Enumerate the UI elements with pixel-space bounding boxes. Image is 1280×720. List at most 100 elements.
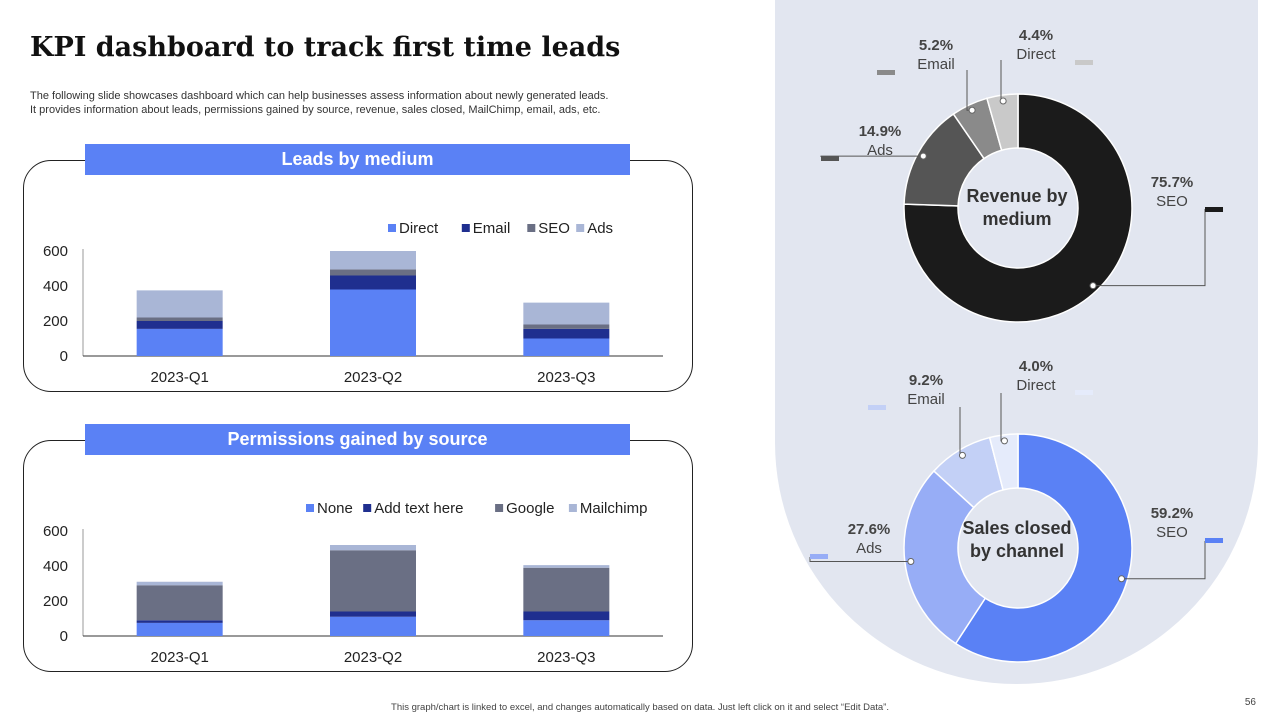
page-title: KPI dashboard to track first time leads [30,32,621,63]
legend-swatch [306,504,314,512]
callout-swatch [1075,60,1093,65]
revenue-donut-center-label: Revenue by medium [952,185,1082,231]
legend-swatch [363,504,372,512]
legend-swatch [527,224,536,232]
bar-segment-seo [523,324,610,329]
y-tick-label: 0 [60,628,68,645]
bar-segment-none [523,620,610,636]
bar-segment-google [136,585,223,621]
callout-line [1121,541,1206,580]
bar-segment-none [136,622,223,636]
donut-slice-direct [986,93,1019,152]
bar-segment-email [136,321,223,329]
footer-note: This graph/chart is linked to excel, and… [391,702,889,713]
slice-name-label: Direct [1016,46,1056,63]
callout-swatch [877,70,895,75]
callout-swatch [821,156,839,161]
slice-percent-label: 59.2% [1151,505,1194,522]
x-tick-label: 2023-Q1 [150,649,208,666]
callout-swatch [1205,207,1223,212]
legend-label: Add text here [374,500,463,517]
bar-segment-google [330,550,416,612]
subtitle-line: It provides information about leads, per… [30,104,601,116]
slice-percent-label: 75.7% [1151,174,1194,191]
legend-swatch [388,224,396,232]
donut-slice-ads [903,469,987,645]
x-tick-label: 2023-Q3 [537,649,595,666]
callout-dot [958,451,966,459]
legend-label: Email [473,220,511,237]
bar-segment-none [330,616,416,636]
legend-label: SEO [538,220,570,237]
slice-percent-label: 4.0% [1019,358,1053,375]
legend-swatch [461,224,470,232]
revenue-donut-chart: 75.7% SEO 14.9% Ads 5.2% Email 4.4% Direct [820,27,1223,323]
x-tick-label: 2023-Q2 [344,649,402,666]
donut-slice-direct [988,433,1019,491]
bar-segment-ads [330,251,416,270]
leads-chart-title: Leads by medium [85,144,630,175]
legend-swatch [576,224,585,232]
slice-percent-label: 9.2% [909,372,943,389]
page-subtitle: The following slide showcases dashboard … [30,89,690,117]
slice-percent-label: 5.2% [919,37,953,54]
x-tick-label: 2023-Q1 [150,369,208,386]
slice-name-label: SEO [1156,524,1188,541]
permissions-chart-title: Permissions gained by source [85,424,630,455]
y-tick-label: 200 [43,313,68,330]
permissions-chart: 0 200 400 600 2023-Q1 2023-Q2 2023-Q3 None Add t… [43,500,663,666]
legend-label: Google [506,500,554,517]
legend-swatch [495,504,504,512]
legend-label: None [317,500,353,517]
callout-dot [1089,282,1097,290]
y-tick-label: 400 [43,278,68,295]
bar-segment-mailchimp [136,581,223,586]
bar-segment-direct [330,289,416,356]
callout-swatch [868,405,886,410]
callout-dot [1000,437,1008,445]
bar-segment-email [523,328,610,339]
slice-name-label: Ads [856,540,882,557]
slice-percent-label: 27.6% [848,521,891,538]
center-label-line: Revenue by [966,186,1068,206]
x-tick-label: 2023-Q2 [344,369,402,386]
bar-segment-add-text-here [136,620,223,623]
bar-segment-seo [136,317,223,321]
bar-segment-email [330,275,416,290]
callout-dot [999,97,1007,105]
donut-slice-seo [903,93,1133,323]
sales-donut-chart: 59.2% SEO 27.6% Ads 9.2% Email 4.0% Direct [809,358,1223,663]
callout-dot [907,558,915,566]
center-label-line: Sales closed [962,518,1072,538]
callout-dot [919,152,927,160]
slice-name-label: Direct [1016,377,1056,394]
slice-name-label: Email [907,391,945,408]
legend-label: Direct [399,220,439,237]
callout-line [1000,393,1005,442]
sales-donut-center-label: Sales closed by channel [952,517,1082,563]
legend-label: Mailchimp [580,500,648,517]
page-number: 56 [1244,697,1256,708]
callout-dot [1118,575,1126,583]
callout-dot [968,106,976,114]
bar-segment-mailchimp [523,565,610,568]
bar-segment-direct [523,338,610,356]
callout-swatch [1075,390,1093,395]
donut-slice-seo [954,433,1133,663]
bar-segment-add-text-here [523,611,610,621]
leads-chart: 0 200 400 600 2023-Q1 2023-Q2 2023-Q3 Direct Ema… [43,220,663,386]
slice-percent-label: 4.4% [1019,27,1053,44]
bar-segment-seo [330,269,416,276]
legend-swatch [568,504,577,512]
y-tick-label: 600 [43,243,68,260]
y-tick-label: 200 [43,593,68,610]
slice-percent-label: 14.9% [859,123,902,140]
bar-segment-ads [523,302,610,325]
bar-segment-direct [136,328,223,356]
legend-label: Ads [587,220,613,237]
bar-segment-google [523,567,610,612]
callout-swatch [810,554,828,559]
callout-line [1093,209,1206,287]
y-tick-label: 600 [43,523,68,540]
center-label-line: by channel [969,541,1065,561]
